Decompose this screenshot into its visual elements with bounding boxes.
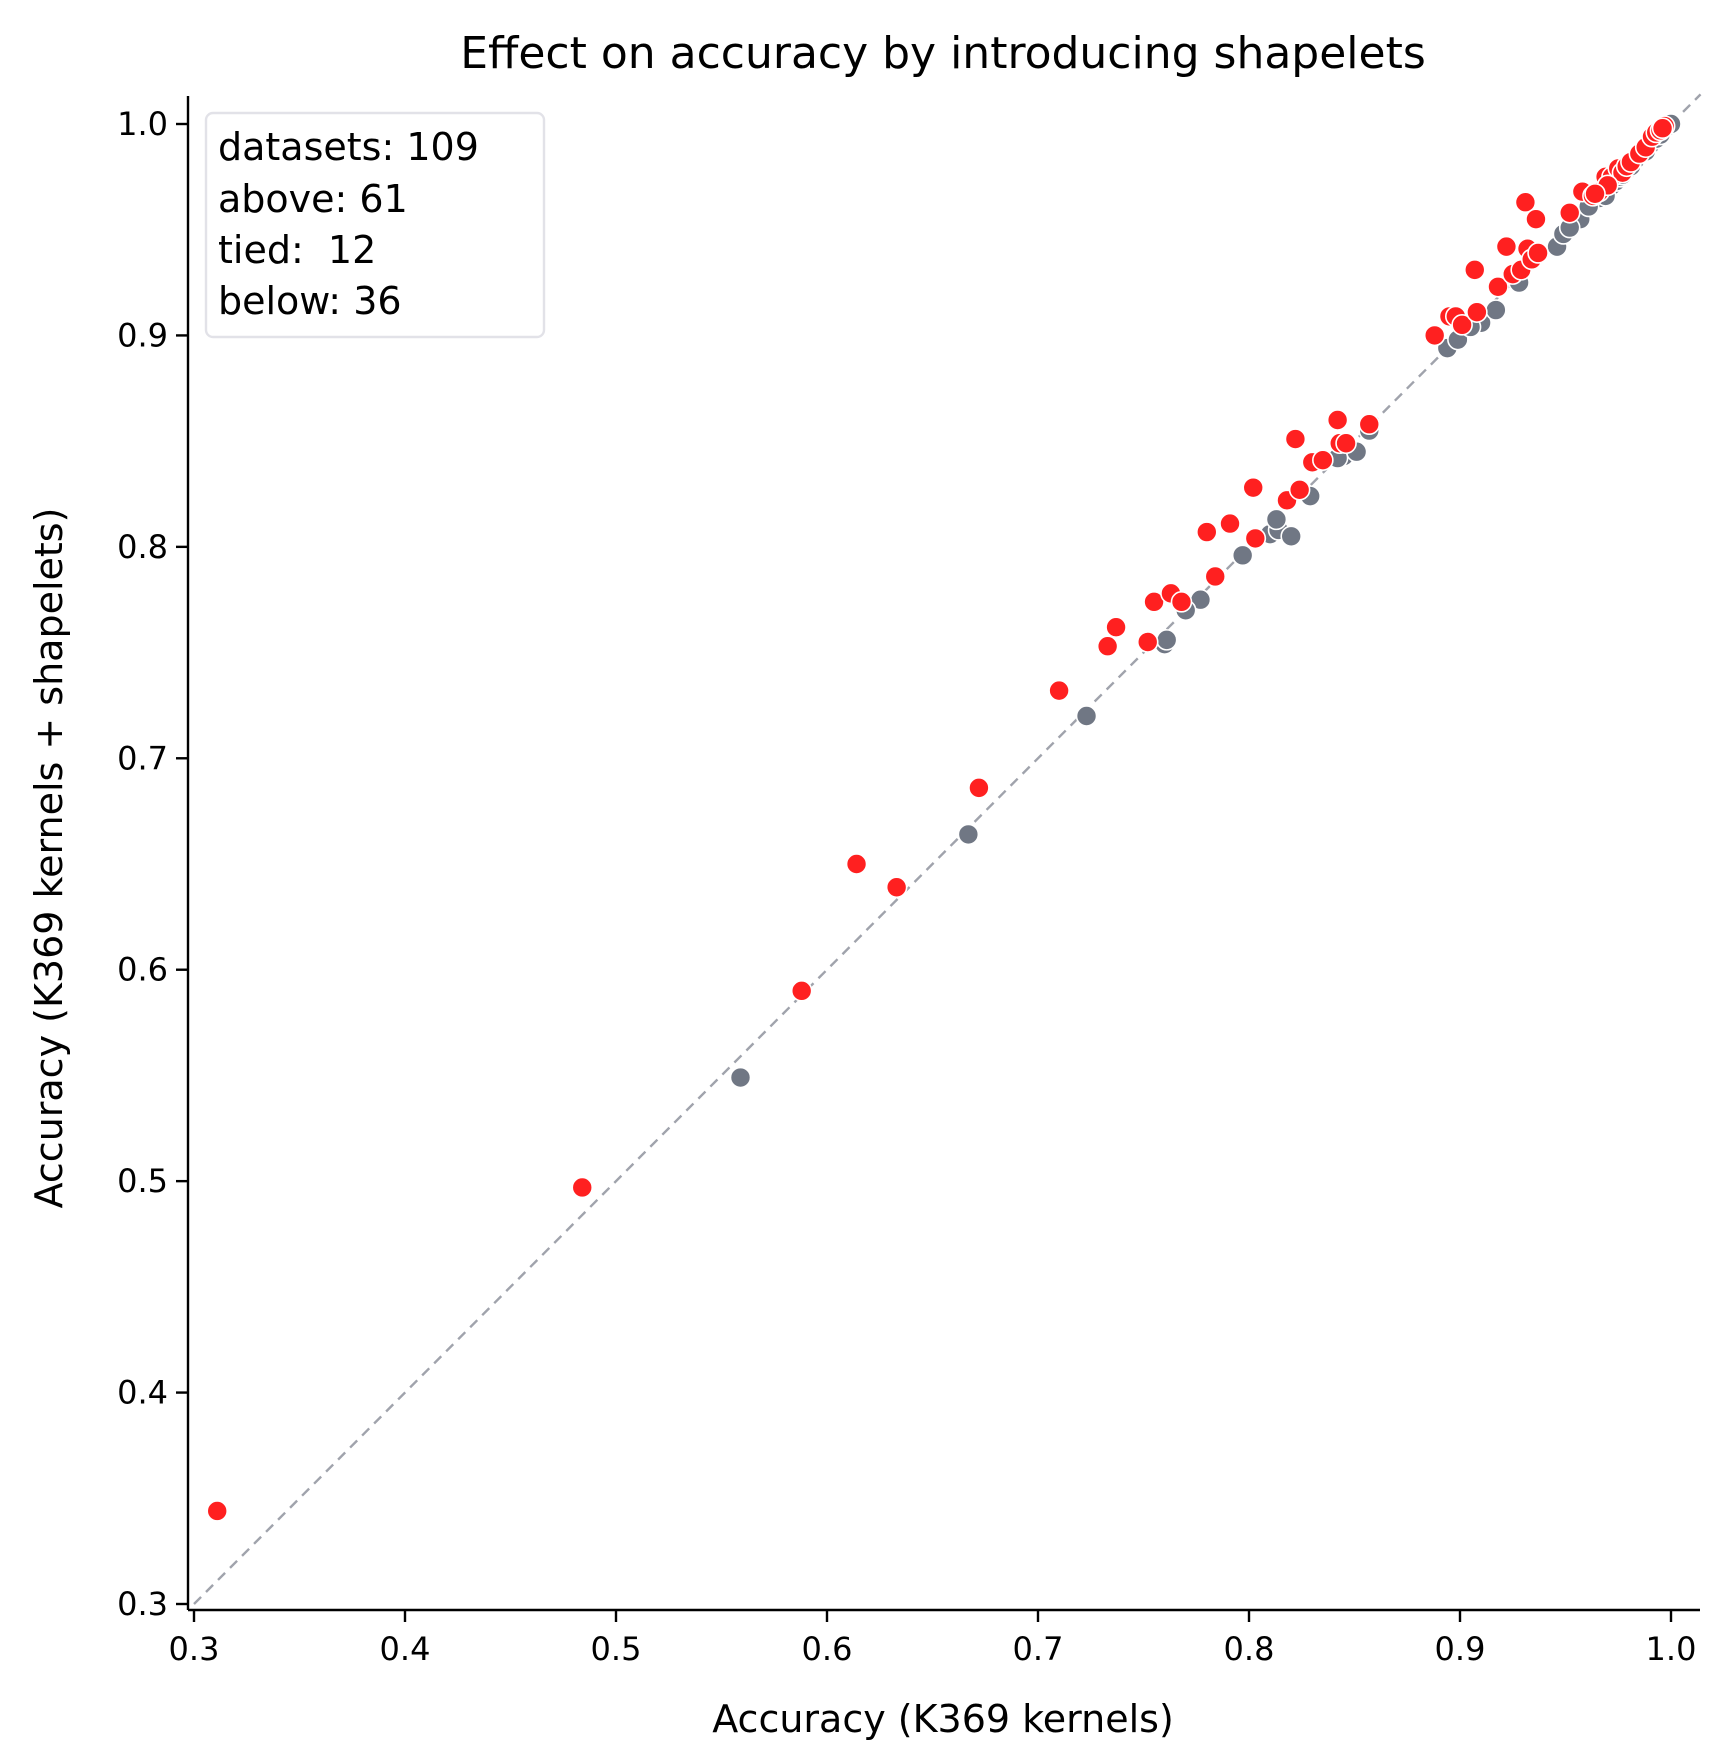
data-point-tied-or-below [1155,629,1178,651]
y-tick-label: 0.8 [117,528,168,566]
stats-below: below: 36 [218,279,402,323]
data-point-above [1584,182,1606,205]
data-point-tied-or-below [1231,544,1254,567]
data-point-above [206,1500,229,1522]
x-tick-label: 0.8 [1224,1630,1275,1668]
stats-above: above: 61 [218,177,408,221]
x-tick-label: 0.6 [802,1630,853,1668]
data-point-above [1335,432,1357,455]
x-tick-label: 0.3 [169,1630,220,1668]
x-tick-label: 0.5 [591,1630,642,1668]
y-tick-label: 1.0 [117,105,168,143]
data-point-above [1170,591,1193,613]
data-point-above [1312,449,1334,471]
data-point-above [1558,202,1581,224]
data-point-above [1196,521,1218,543]
data-point-above [1527,242,1549,264]
data-point-tied-or-below [1075,705,1098,727]
data-point-above [1514,191,1537,214]
stats-box-frame [204,111,546,339]
x-tick-label: 0.9 [1435,1630,1486,1668]
data-point-above [1487,275,1509,298]
data-point-above [1244,527,1267,550]
data-point-above [1096,635,1119,658]
data-point-above [1048,679,1070,702]
stats-datasets: datasets: 109 [218,125,479,169]
data-point-above [1466,301,1488,323]
chart-title: Effect on accuracy by introducing shapel… [460,28,1426,79]
x-tick-label: 0.7 [1013,1630,1064,1668]
data-point-above [1495,235,1518,258]
data-point-above [1143,591,1165,613]
data-point-above [1204,565,1227,588]
data-point-above [1451,314,1473,336]
data-point-tied-or-below [1265,508,1288,531]
data-point-above [1651,117,1674,140]
data-point-tied-or-below [957,823,980,846]
data-point-above [885,876,908,899]
data-point-above [1136,631,1159,653]
data-point-tied-or-below [1280,525,1302,548]
data-point-tied-or-below [729,1066,752,1089]
data-point-above [1326,409,1349,431]
x-axis-ticks: 0.3 0.4 0.5 0.6 0.7 0.8 0.9 1.0 [169,1610,1697,1668]
y-tick-label: 0.4 [117,1374,168,1412]
data-point-above [1358,413,1381,436]
data-point-above [1219,512,1241,535]
data-point-tied-or-below [1485,299,1507,321]
data-point-above [1284,428,1307,450]
y-tick-label: 0.6 [117,951,168,989]
data-point-above [1463,259,1486,281]
stats-tied: tied: 12 [218,228,376,272]
data-point-above [1525,208,1547,230]
y-axis-ticks: 0.3 0.4 0.5 0.6 0.7 0.8 0.9 1.0 [117,105,188,1623]
y-tick-label: 0.3 [117,1585,168,1623]
data-point-above [1105,616,1127,639]
data-point-above [571,1176,594,1199]
data-points [206,113,1682,1522]
x-tick-label: 1.0 [1646,1630,1697,1668]
data-point-above [790,980,813,1002]
data-point-above [845,853,868,875]
data-point-above [1242,476,1265,499]
y-tick-label: 0.9 [117,316,168,354]
y-tick-label: 0.5 [117,1162,168,1200]
y-axis-label: Accuracy (K369 kernels + shapelets) [27,508,71,1209]
y-tick-label: 0.7 [117,739,168,777]
data-point-above [1423,324,1446,347]
x-tick-label: 0.4 [380,1630,431,1668]
x-axis-label: Accuracy (K369 kernels) [712,1697,1174,1741]
data-point-above [1288,478,1311,501]
stats-box: datasets: 109 above: 61 tied: 12 below: … [204,111,546,339]
data-point-above [968,777,990,799]
